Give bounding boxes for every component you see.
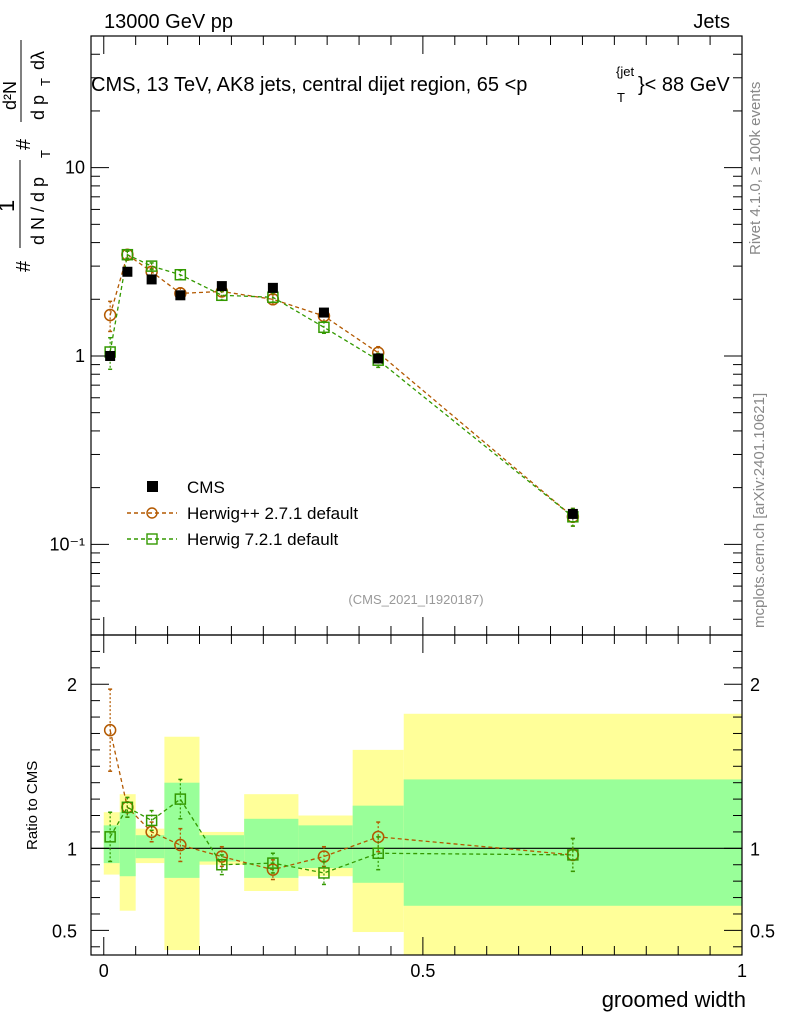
svg-text:CMS, 13 TeV, AK8 jets, central: CMS, 13 TeV, AK8 jets, central dijet reg…: [91, 74, 527, 96]
svg-text:T: T: [38, 150, 53, 158]
watermark: (CMS_2021_I1920187): [348, 592, 483, 607]
svg-text:{jet: {jet: [616, 64, 634, 79]
ratio-frame: [90, 634, 743, 956]
cms-point: [318, 307, 329, 318]
ratio-y-tick-label: 1: [750, 839, 760, 859]
main-y-tick-label: 10: [65, 158, 85, 178]
svg-text:d²N: d²N: [0, 81, 20, 110]
svg-text:#: #: [13, 260, 35, 272]
ratio-point-herwig7: [318, 867, 330, 879]
main-series-line-herwig7: [109, 253, 574, 518]
svg-text:dλ: dλ: [28, 51, 48, 70]
svg-text:T: T: [38, 78, 53, 86]
x-tick-label: 1: [737, 961, 747, 981]
svg-text:d p: d p: [28, 95, 48, 120]
ratio-point-herwigpp: [145, 825, 158, 839]
main-point-herwigpp: [103, 308, 117, 322]
legend-herwigpp-marker: [146, 507, 158, 519]
x-axis-label: groomed width: [602, 987, 746, 1012]
rivet-label: Rivet 4.1.0, ≥ 100k events: [747, 82, 764, 255]
ratio-point-herwig7: [121, 801, 134, 814]
ratio-point-herwigpp: [174, 838, 187, 852]
cms-point: [216, 281, 227, 292]
main-plot: 10 1 10⁻¹: [49, 35, 743, 636]
ratio-point-herwig7: [267, 857, 279, 869]
cms-point: [373, 353, 384, 364]
legend-herwig7-label: Herwig 7.2.1 default: [187, 530, 338, 549]
ratio-y-label: Ratio to CMS: [24, 761, 41, 850]
ratio-y-tick-label: 0.5: [750, 921, 775, 941]
legend: CMS Herwig++ 2.7.1 default Herwig 7.2.1 …: [127, 478, 358, 549]
ratio-y-tick-label: 1: [67, 839, 77, 859]
ratio-y-tick-label: 0.5: [52, 921, 77, 941]
header-category: Jets: [693, 11, 730, 33]
main-y-label: # 1 d N / d p T # d²N d p T dλ: [0, 40, 53, 272]
cms-point: [175, 290, 186, 301]
ratio-band-green: [352, 805, 404, 883]
ratio-point-herwig7: [145, 814, 158, 827]
svg-text:}< 88 GeV: }< 88 GeV: [638, 74, 730, 96]
ratio-band-green: [164, 782, 200, 878]
ratio-band-green: [103, 825, 120, 864]
ratio-band-green: [119, 812, 136, 877]
ratio-series-line-herwigpp: [109, 730, 573, 871]
legend-herwig7-marker: [146, 533, 158, 545]
x-tick-label: 0.5: [410, 961, 435, 981]
ratio-y-tick-label: 2: [750, 675, 760, 695]
svg-text:1: 1: [0, 200, 19, 212]
svg-text:T: T: [617, 90, 625, 105]
main-y-tick-label: 10⁻¹: [49, 534, 85, 554]
site-label: mcplots.cern.ch [arXiv:2401.10621]: [751, 393, 768, 628]
ratio-point-herwigpp: [266, 863, 280, 876]
legend-herwigpp-label: Herwig++ 2.7.1 default: [187, 504, 358, 523]
ratio-point-herwig7: [567, 849, 579, 861]
ratio-point-herwig7: [104, 831, 116, 843]
svg-text:d N / d p: d N / d p: [28, 177, 48, 245]
header-energy: 13000 GeV pp: [104, 11, 233, 33]
ratio-point-herwig7: [372, 847, 384, 860]
x-tick-label: 0: [99, 961, 109, 981]
ratio-plot: 0.5 0.51 12 2 0 0.5 1: [52, 634, 775, 981]
cms-point: [567, 508, 578, 519]
cms-point: [267, 282, 278, 293]
ratio-point-herwig7: [216, 858, 228, 871]
cms-point: [146, 274, 157, 285]
legend-cms-marker: [147, 481, 158, 492]
svg-text:#: #: [13, 138, 35, 150]
ratio-point-herwig7: [174, 793, 187, 805]
ratio-y-tick-label: 2: [67, 675, 77, 695]
main-title: CMS, 13 TeV, AK8 jets, central dijet reg…: [91, 64, 730, 105]
ratio-point-herwigpp: [103, 723, 117, 737]
legend-cms-label: CMS: [187, 478, 225, 497]
cms-point: [122, 266, 133, 277]
main-point-herwig7: [145, 260, 158, 272]
ratio-point-herwigpp: [215, 850, 229, 863]
main-point-herwig7: [174, 268, 187, 281]
ratio-band-green: [135, 835, 165, 859]
cms-point: [105, 350, 116, 361]
main-point-herwig7: [318, 321, 330, 334]
main-y-tick-label: 1: [75, 346, 85, 366]
main-point-herwig7: [121, 248, 134, 261]
